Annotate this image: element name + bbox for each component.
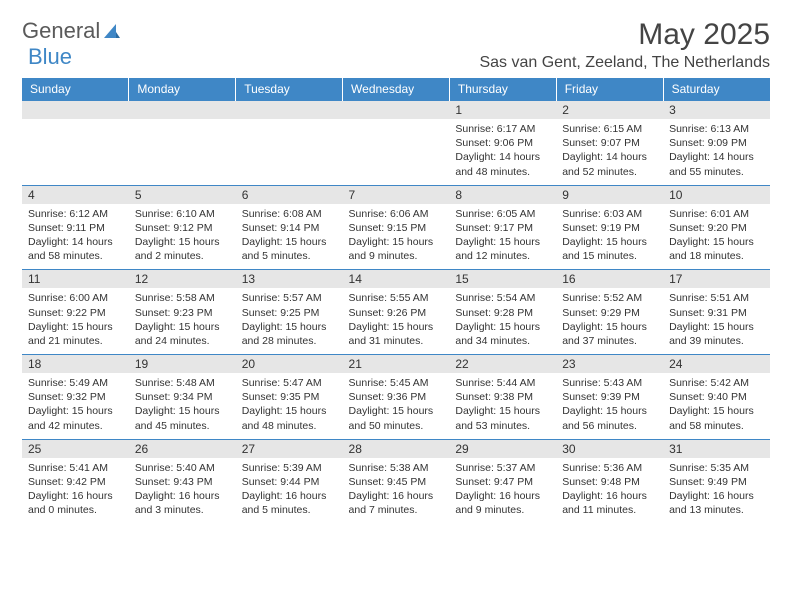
weekday-header: Friday: [556, 78, 663, 101]
weekday-header: Wednesday: [343, 78, 450, 101]
day-detail-cell: Sunrise: 5:42 AMSunset: 9:40 PMDaylight:…: [663, 373, 770, 439]
header: General May 2025 Sas van Gent, Zeeland, …: [22, 18, 770, 72]
day-detail-cell: Sunrise: 5:55 AMSunset: 9:26 PMDaylight:…: [343, 288, 450, 354]
day-detail-cell: Sunrise: 5:41 AMSunset: 9:42 PMDaylight:…: [22, 458, 129, 524]
logo-text-blue: Blue: [28, 44, 72, 70]
day-number-cell: 17: [663, 270, 770, 289]
day-detail-cell: Sunrise: 5:51 AMSunset: 9:31 PMDaylight:…: [663, 288, 770, 354]
day-number-cell: 27: [236, 439, 343, 458]
day-number-cell: 8: [449, 185, 556, 204]
day-detail-cell: Sunrise: 5:48 AMSunset: 9:34 PMDaylight:…: [129, 373, 236, 439]
day-number-cell: 12: [129, 270, 236, 289]
day-number-cell: 25: [22, 439, 129, 458]
weekday-header: Sunday: [22, 78, 129, 101]
day-number-row: 25262728293031: [22, 439, 770, 458]
day-detail-cell: Sunrise: 6:08 AMSunset: 9:14 PMDaylight:…: [236, 204, 343, 270]
day-detail-row: Sunrise: 6:12 AMSunset: 9:11 PMDaylight:…: [22, 204, 770, 270]
day-detail-cell: Sunrise: 5:52 AMSunset: 9:29 PMDaylight:…: [556, 288, 663, 354]
day-detail-cell: [22, 119, 129, 185]
day-number-cell: 10: [663, 185, 770, 204]
day-number-cell: 13: [236, 270, 343, 289]
day-number-row: 123: [22, 101, 770, 120]
day-detail-cell: Sunrise: 5:43 AMSunset: 9:39 PMDaylight:…: [556, 373, 663, 439]
day-detail-cell: Sunrise: 5:38 AMSunset: 9:45 PMDaylight:…: [343, 458, 450, 524]
day-detail-cell: Sunrise: 5:35 AMSunset: 9:49 PMDaylight:…: [663, 458, 770, 524]
day-number-cell: 2: [556, 101, 663, 120]
weekday-header-row: Sunday Monday Tuesday Wednesday Thursday…: [22, 78, 770, 101]
day-detail-cell: [129, 119, 236, 185]
day-number-cell: 24: [663, 355, 770, 374]
day-number-cell: 30: [556, 439, 663, 458]
day-number-cell: 28: [343, 439, 450, 458]
location: Sas van Gent, Zeeland, The Netherlands: [479, 54, 770, 72]
day-number-cell: [129, 101, 236, 120]
day-number-cell: 7: [343, 185, 450, 204]
day-number-cell: 1: [449, 101, 556, 120]
calendar-table: Sunday Monday Tuesday Wednesday Thursday…: [22, 78, 770, 524]
day-number-cell: 14: [343, 270, 450, 289]
weekday-header: Tuesday: [236, 78, 343, 101]
day-number-cell: 5: [129, 185, 236, 204]
day-detail-cell: Sunrise: 5:39 AMSunset: 9:44 PMDaylight:…: [236, 458, 343, 524]
day-number-cell: 15: [449, 270, 556, 289]
weekday-header: Saturday: [663, 78, 770, 101]
day-number-cell: 6: [236, 185, 343, 204]
day-number-cell: 9: [556, 185, 663, 204]
logo-sail-icon: [102, 22, 122, 40]
day-detail-cell: Sunrise: 6:12 AMSunset: 9:11 PMDaylight:…: [22, 204, 129, 270]
day-number-cell: 3: [663, 101, 770, 120]
weekday-header: Thursday: [449, 78, 556, 101]
day-detail-cell: Sunrise: 5:54 AMSunset: 9:28 PMDaylight:…: [449, 288, 556, 354]
day-detail-cell: Sunrise: 6:17 AMSunset: 9:06 PMDaylight:…: [449, 119, 556, 185]
day-detail-row: Sunrise: 5:49 AMSunset: 9:32 PMDaylight:…: [22, 373, 770, 439]
day-detail-row: Sunrise: 6:17 AMSunset: 9:06 PMDaylight:…: [22, 119, 770, 185]
day-detail-cell: [236, 119, 343, 185]
day-number-cell: 11: [22, 270, 129, 289]
day-detail-cell: [343, 119, 450, 185]
day-number-cell: 19: [129, 355, 236, 374]
day-detail-row: Sunrise: 5:41 AMSunset: 9:42 PMDaylight:…: [22, 458, 770, 524]
day-number-cell: [236, 101, 343, 120]
day-number-row: 18192021222324: [22, 355, 770, 374]
day-detail-cell: Sunrise: 6:00 AMSunset: 9:22 PMDaylight:…: [22, 288, 129, 354]
day-detail-cell: Sunrise: 6:03 AMSunset: 9:19 PMDaylight:…: [556, 204, 663, 270]
day-detail-cell: Sunrise: 5:44 AMSunset: 9:38 PMDaylight:…: [449, 373, 556, 439]
day-detail-cell: Sunrise: 5:47 AMSunset: 9:35 PMDaylight:…: [236, 373, 343, 439]
day-number-cell: 16: [556, 270, 663, 289]
day-detail-cell: Sunrise: 6:15 AMSunset: 9:07 PMDaylight:…: [556, 119, 663, 185]
day-detail-row: Sunrise: 6:00 AMSunset: 9:22 PMDaylight:…: [22, 288, 770, 354]
day-detail-cell: Sunrise: 5:49 AMSunset: 9:32 PMDaylight:…: [22, 373, 129, 439]
day-detail-cell: Sunrise: 5:36 AMSunset: 9:48 PMDaylight:…: [556, 458, 663, 524]
day-number-cell: 18: [22, 355, 129, 374]
day-detail-cell: Sunrise: 6:06 AMSunset: 9:15 PMDaylight:…: [343, 204, 450, 270]
weekday-header: Monday: [129, 78, 236, 101]
day-detail-cell: Sunrise: 5:40 AMSunset: 9:43 PMDaylight:…: [129, 458, 236, 524]
day-detail-cell: Sunrise: 5:57 AMSunset: 9:25 PMDaylight:…: [236, 288, 343, 354]
day-detail-cell: Sunrise: 6:10 AMSunset: 9:12 PMDaylight:…: [129, 204, 236, 270]
title-block: May 2025 Sas van Gent, Zeeland, The Neth…: [479, 18, 770, 72]
day-number-cell: 23: [556, 355, 663, 374]
day-detail-cell: Sunrise: 6:05 AMSunset: 9:17 PMDaylight:…: [449, 204, 556, 270]
day-number-cell: 20: [236, 355, 343, 374]
logo-text-general: General: [22, 18, 100, 44]
day-detail-cell: Sunrise: 6:13 AMSunset: 9:09 PMDaylight:…: [663, 119, 770, 185]
month-title: May 2025: [479, 18, 770, 52]
day-number-cell: [22, 101, 129, 120]
day-number-cell: 4: [22, 185, 129, 204]
day-detail-cell: Sunrise: 5:37 AMSunset: 9:47 PMDaylight:…: [449, 458, 556, 524]
day-number-cell: 29: [449, 439, 556, 458]
day-detail-cell: Sunrise: 6:01 AMSunset: 9:20 PMDaylight:…: [663, 204, 770, 270]
day-number-cell: 22: [449, 355, 556, 374]
day-number-cell: 21: [343, 355, 450, 374]
day-number-cell: 31: [663, 439, 770, 458]
day-detail-cell: Sunrise: 5:45 AMSunset: 9:36 PMDaylight:…: [343, 373, 450, 439]
day-number-row: 11121314151617: [22, 270, 770, 289]
logo: General: [22, 18, 122, 44]
day-number-cell: [343, 101, 450, 120]
day-number-row: 45678910: [22, 185, 770, 204]
day-number-cell: 26: [129, 439, 236, 458]
day-detail-cell: Sunrise: 5:58 AMSunset: 9:23 PMDaylight:…: [129, 288, 236, 354]
